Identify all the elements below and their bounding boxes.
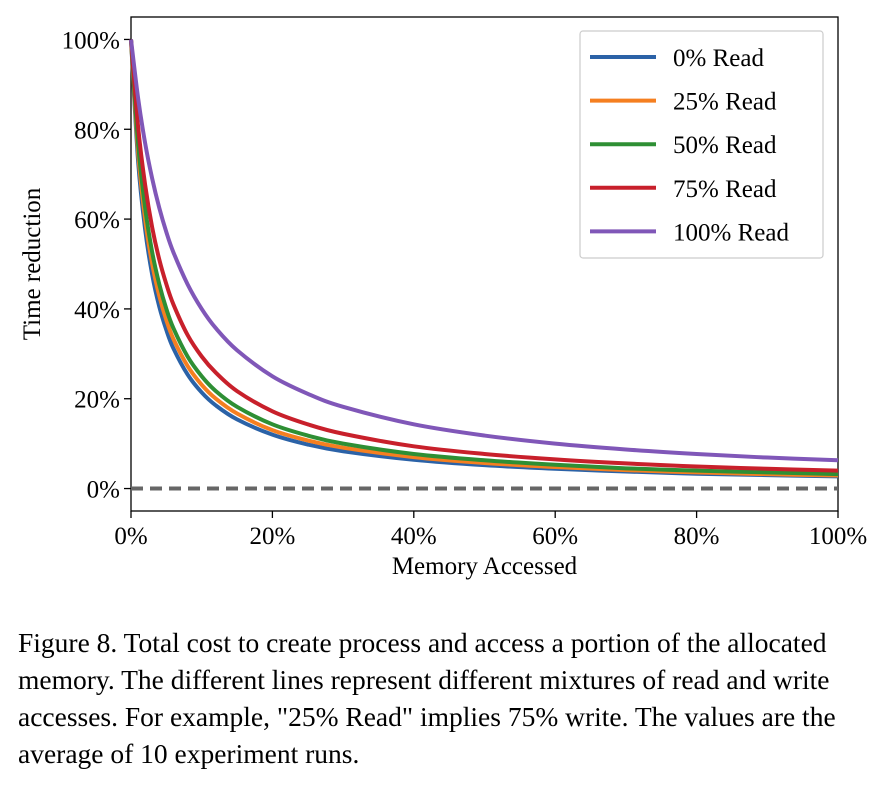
- y-axis: 0% 20% 40% 60% 80% 100%: [62, 27, 131, 504]
- x-tick-label: 100%: [809, 523, 867, 550]
- legend-label-1: 25% Read: [673, 89, 777, 116]
- x-tick-label: 0%: [114, 523, 147, 550]
- legend: 0% Read 25% Read 50% Read 75% Read 100% Read: [579, 30, 824, 259]
- legend-label-2: 50% Read: [673, 132, 777, 159]
- x-tick-label: 40%: [391, 523, 437, 550]
- series-line-4: [129, 39, 839, 463]
- legend-frame: [579, 30, 824, 259]
- plot-area: [130, 16, 839, 512]
- x-axis-label: Memory Accessed: [392, 553, 578, 580]
- series-line-2: [129, 39, 839, 477]
- line-chart: 0% 20% 40% 60% 80% 100% 0% 20% 40% 60% 80% 100% Me…: [19, 16, 867, 580]
- legend-label-4: 100% Read: [673, 219, 789, 246]
- y-tick-label: 0%: [87, 477, 120, 504]
- y-tick-label: 100%: [62, 27, 120, 54]
- series-line-3: [129, 39, 839, 473]
- x-tick-label: 60%: [532, 523, 578, 550]
- legend-label-3: 75% Read: [673, 176, 777, 203]
- y-tick-label: 20%: [74, 387, 120, 414]
- y-tick-label: 40%: [74, 297, 120, 324]
- x-tick-label: 80%: [674, 523, 720, 550]
- y-tick-label: 60%: [74, 207, 120, 234]
- legend-label-0: 0% Read: [673, 45, 764, 72]
- figure-caption: Figure 8. Total cost to create process a…: [18, 627, 836, 769]
- y-axis-label: Time reduction: [19, 187, 46, 340]
- series-lines: [129, 39, 839, 479]
- x-axis: 0% 20% 40% 60% 80% 100%: [114, 511, 867, 550]
- x-tick-label: 20%: [249, 523, 295, 550]
- y-tick-label: 80%: [74, 117, 120, 144]
